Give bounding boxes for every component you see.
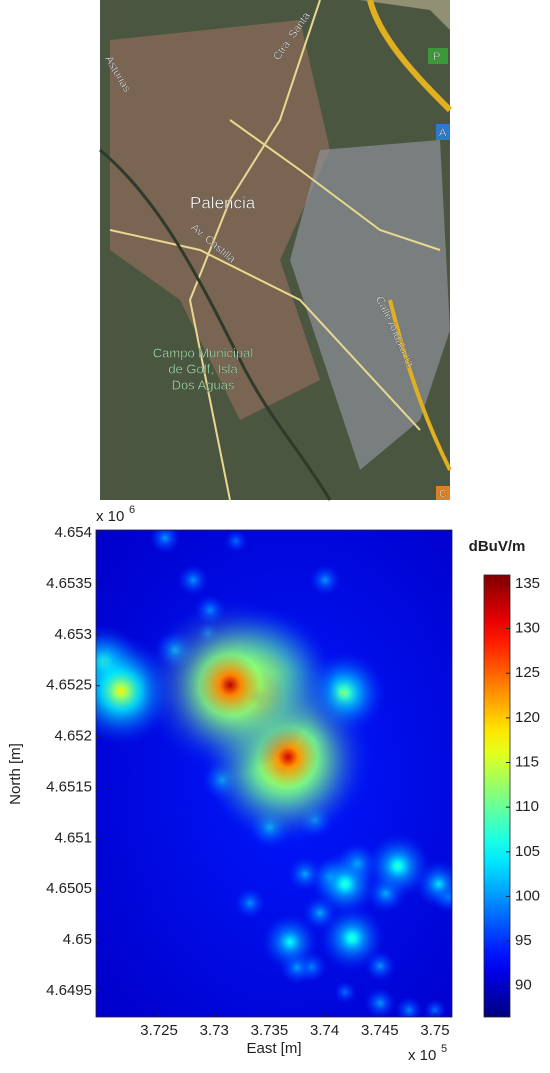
y-tick-label: 4.6505 (46, 880, 92, 897)
hotspots (96, 530, 452, 1017)
x-tick-label: 3.725 (140, 1022, 178, 1039)
y-exponent: 6 (129, 504, 135, 516)
colorbar-tick-label: 100 (515, 887, 540, 904)
hotspot (234, 887, 266, 919)
sign (428, 48, 448, 64)
hotspot (334, 981, 357, 1004)
x-tick-label: 3.745 (361, 1022, 399, 1039)
sign (436, 486, 450, 500)
sign-label: A (439, 127, 447, 139)
hotspot (318, 905, 385, 972)
industrial-area (290, 140, 450, 470)
colorbar-tick-label: 105 (515, 843, 540, 860)
fields (360, 0, 450, 30)
x-exponent: 5 (441, 1043, 447, 1055)
hotspot (261, 913, 319, 971)
colorbar-tick-label: 125 (515, 664, 540, 681)
sign-label: P (433, 51, 440, 63)
y-tick-label: 4.653 (54, 626, 92, 643)
hotspot (177, 564, 209, 596)
river (99, 148, 332, 501)
sign (436, 124, 450, 140)
highway (388, 299, 452, 471)
y-tick-label: 4.6495 (46, 982, 92, 999)
map-label: Dos Aguas (172, 377, 235, 392)
y-tick-label: 4.6535 (46, 575, 92, 592)
hotspot (309, 564, 341, 596)
urban-area (110, 20, 330, 420)
x-axis-label: East [m] (246, 1040, 301, 1057)
x-multiplier: x 10 (408, 1047, 436, 1064)
colorbar-tick-label: 90 (515, 977, 532, 994)
map-label: Palencia (190, 193, 256, 212)
colorbar-tick-label: 115 (515, 753, 539, 770)
hotspot (149, 530, 181, 554)
road (188, 0, 321, 501)
y-tick-label: 4.6525 (46, 677, 92, 694)
highway (367, 0, 453, 113)
satellite-map: Asturias Ctra. Santa Palencia Av. Castil… (99, 0, 453, 501)
plot-frame (95, 529, 453, 1018)
colorbar (483, 574, 511, 1018)
sign-label: C (439, 488, 447, 500)
x-tick-label: 3.74 (310, 1022, 339, 1039)
hotspot (312, 851, 379, 918)
map-label: de Golf, Isla (168, 361, 238, 376)
colorbar-tick-label: 110 (515, 798, 539, 815)
y-tick-label: 4.652 (54, 728, 92, 745)
y-axis-label: North [m] (7, 743, 24, 805)
colorbar-tick-label: 120 (515, 709, 540, 726)
y-tick-label: 4.6515 (46, 778, 92, 795)
map-label: Campo Municipal (153, 345, 254, 360)
hotspot (364, 987, 396, 1017)
colorbar-label: dBuV/m (469, 538, 526, 555)
y-tick-label: 4.65 (63, 931, 92, 948)
hotspot (424, 999, 446, 1017)
hotspot (142, 597, 319, 774)
colorbar-tick-label: 95 (515, 932, 532, 949)
colorbar-tick-label: 130 (515, 620, 540, 637)
hotspot (365, 833, 432, 900)
colorbar-tick-label: 135 (515, 575, 540, 592)
hotspot (224, 530, 247, 553)
x-tick-label: 3.735 (251, 1022, 289, 1039)
y-tick-label: 4.651 (54, 829, 92, 846)
road (109, 229, 421, 431)
x-tick-label: 3.75 (420, 1022, 449, 1039)
y-tick-label: 4.654 (54, 524, 92, 541)
y-multiplier: x 10 (96, 508, 124, 525)
x-tick-label: 3.73 (200, 1022, 229, 1039)
hotspot (395, 996, 423, 1017)
